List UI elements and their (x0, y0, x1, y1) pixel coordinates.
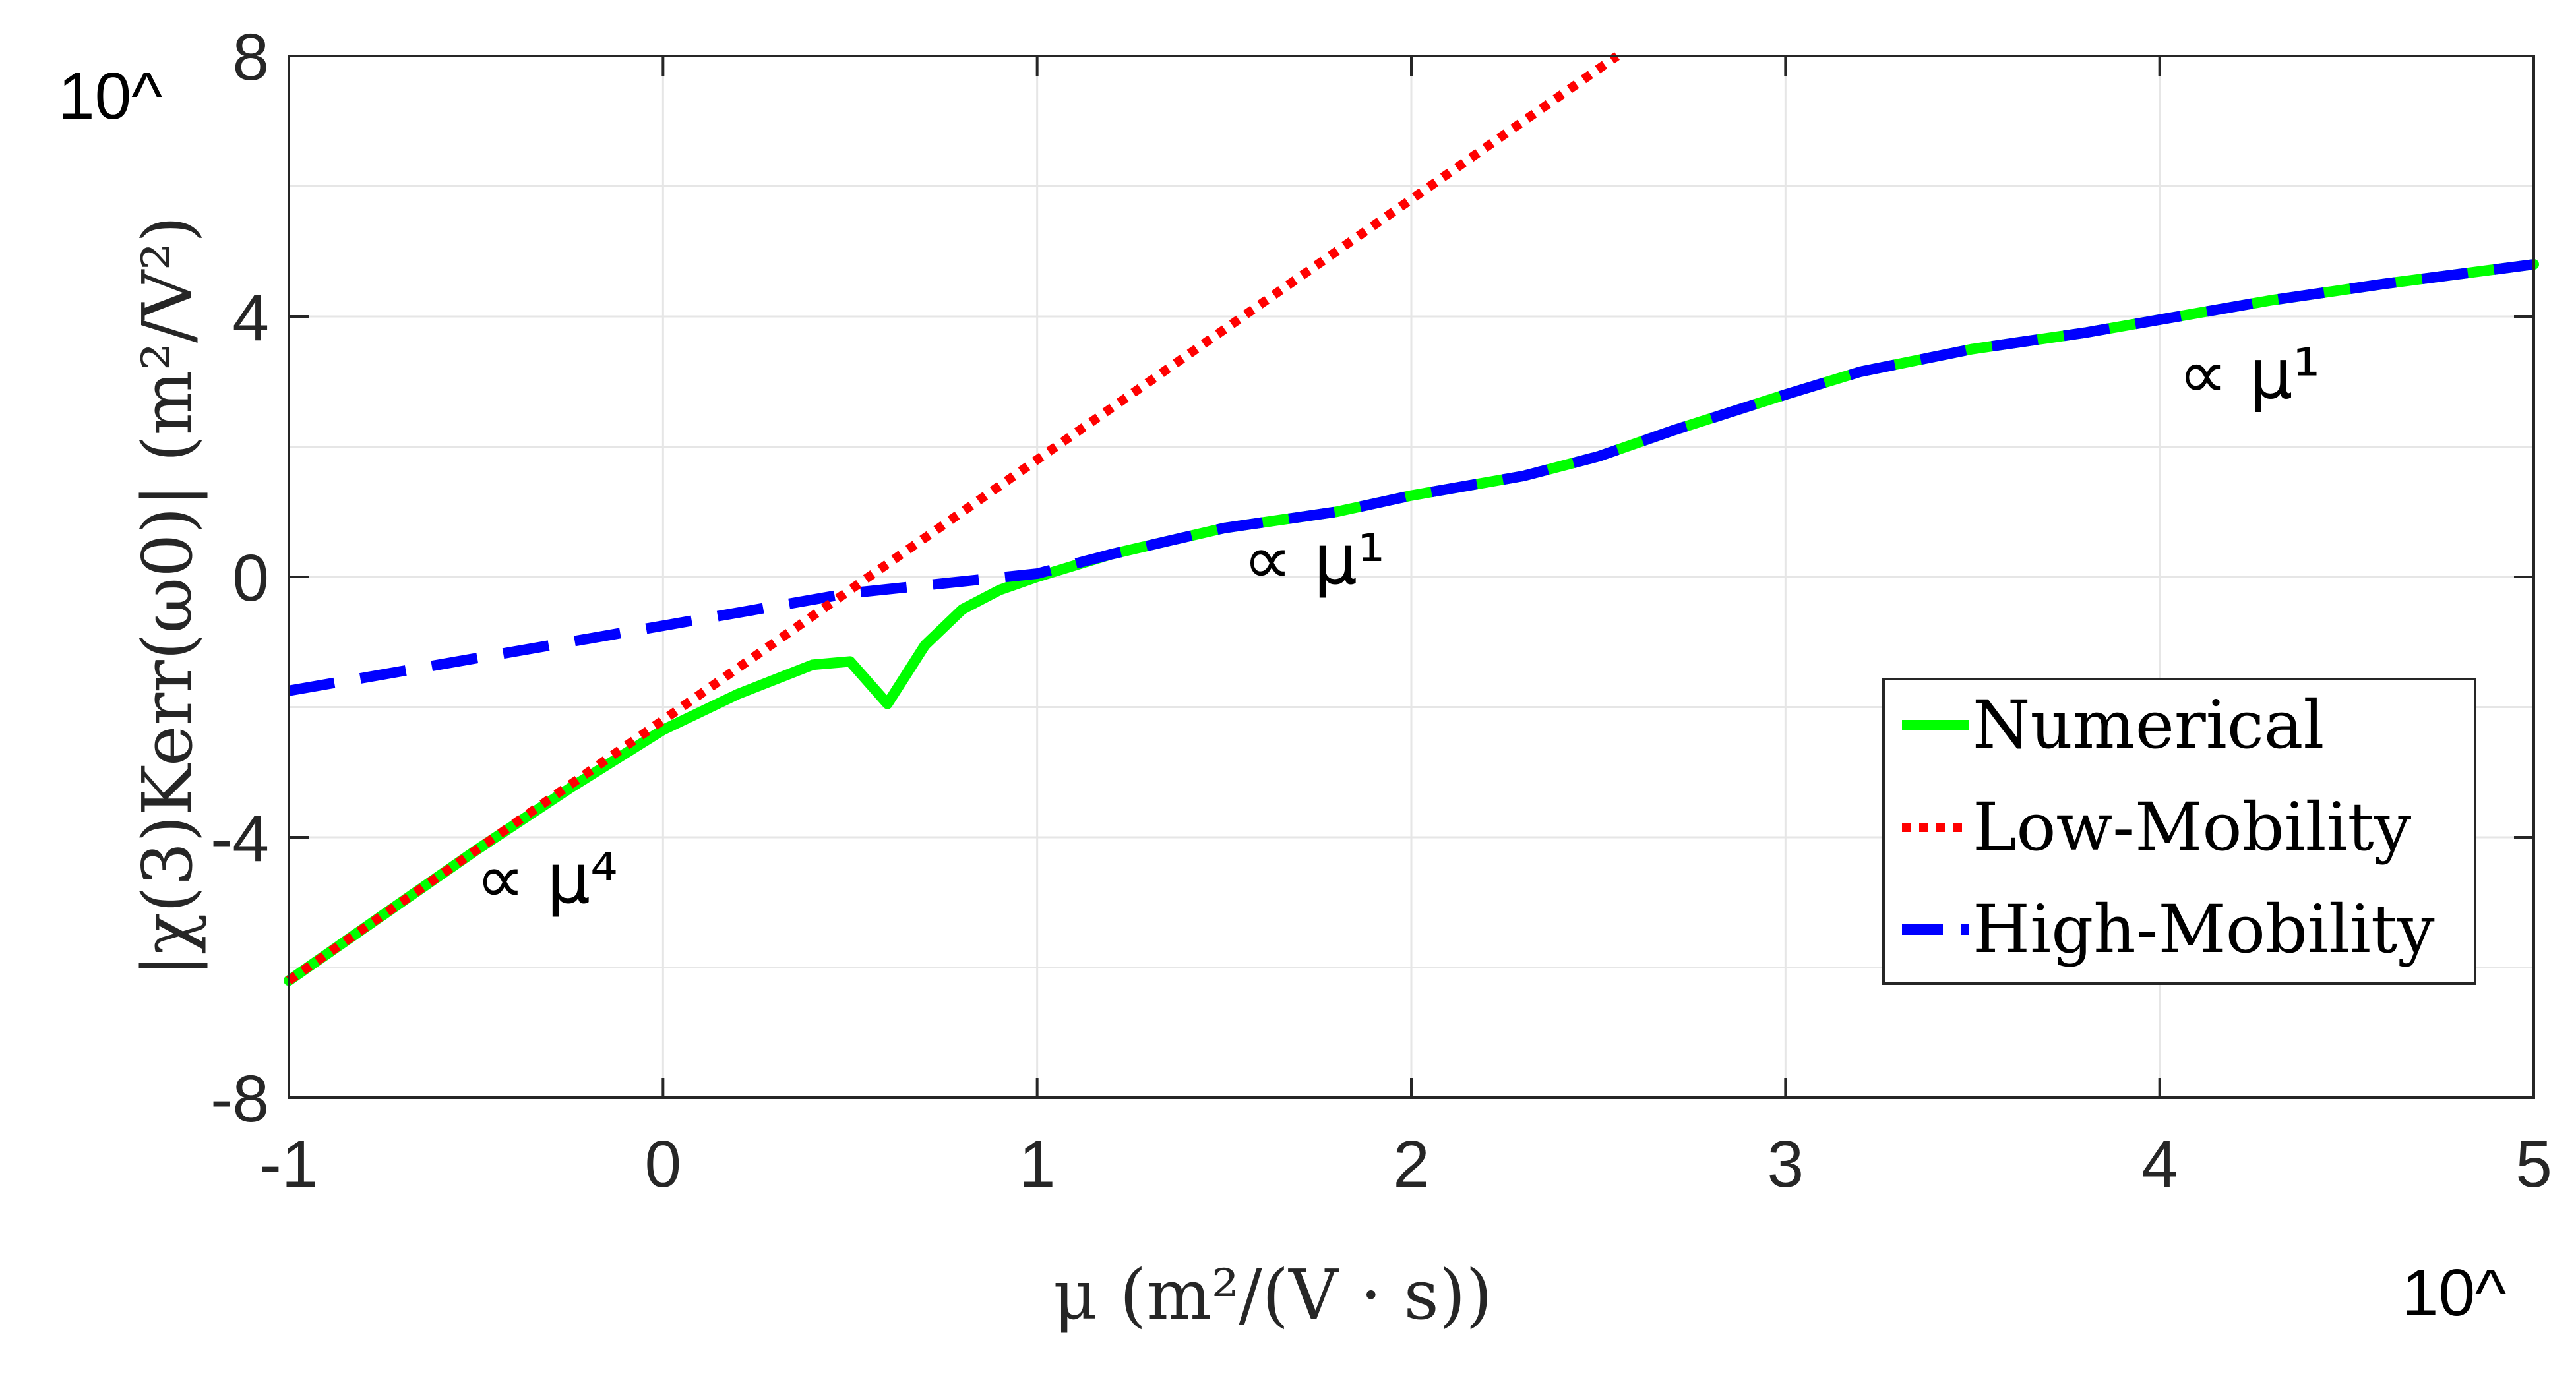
y-tick-label: 0 (232, 541, 269, 615)
series-lines (284, 52, 2539, 986)
y-axis-ticks: -8 -4 0 4 8 (210, 20, 2534, 1136)
x-tick-label: 4 (2141, 1127, 2178, 1201)
x-tick-label: 2 (1393, 1127, 1430, 1201)
y-tick-label: 8 (232, 20, 269, 94)
legend-entry: High-Mobility (1973, 891, 2435, 968)
y-tick-label: -8 (210, 1062, 269, 1136)
power-law-annotation: ∝ μ¹ (2178, 334, 2320, 414)
annotations: ∝ μ⁴ ∝ μ¹ ∝ μ¹ (476, 334, 2321, 918)
x-axis-ticks: -1 0 1 2 3 4 5 (260, 56, 2552, 1201)
x-tick-label: 0 (645, 1127, 682, 1201)
y-tick-label: -4 (210, 802, 269, 876)
x-tick-label: -1 (260, 1127, 319, 1201)
x-exponent-label: 10^ (2402, 1256, 2506, 1330)
x-tick-label: 5 (2515, 1127, 2552, 1201)
legend-entry: Low-Mobility (1973, 789, 2412, 866)
legend-box (1882, 678, 2476, 985)
series-line-low-mobility (286, 52, 1620, 985)
x-axis-label: μ (m²/(V · s)) (1053, 1255, 1492, 1335)
power-law-annotation: ∝ μ⁴ (476, 839, 618, 919)
series-line-high-mobility (288, 259, 2535, 696)
y-exponent-label: 10^ (58, 59, 162, 133)
x-tick-label: 1 (1019, 1127, 1056, 1201)
legend: Numerical Low-Mobility High-Mobility (1882, 678, 2476, 985)
x-tick-label: 3 (1767, 1127, 1804, 1201)
y-axis-label: |χ(3)Kerr(ω0)| (m²/V²) (127, 216, 208, 978)
legend-entry: Numerical (1973, 686, 2324, 763)
y-tick-label: 4 (232, 281, 269, 355)
power-law-annotation: ∝ μ¹ (1243, 520, 1385, 600)
